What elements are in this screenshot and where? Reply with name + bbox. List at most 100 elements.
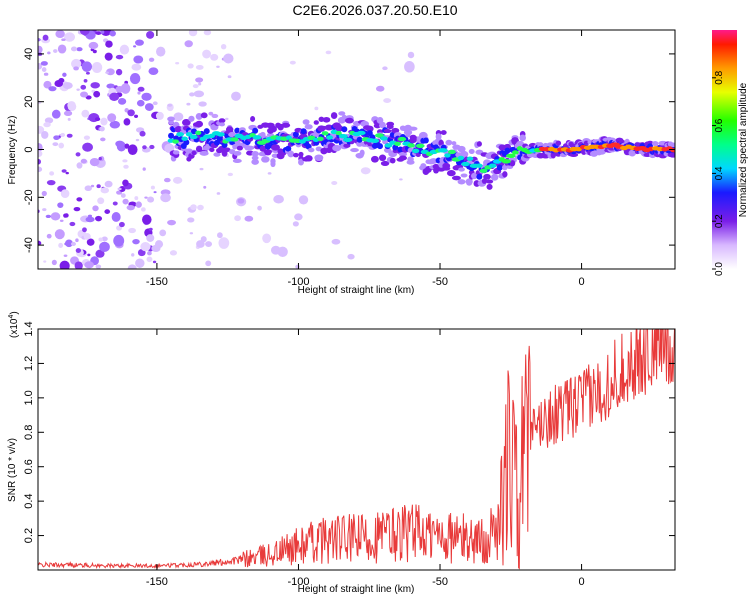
heatmap-cell <box>383 129 392 134</box>
heatmap-cell <box>502 171 508 178</box>
heatmap-ridge-cell <box>457 155 465 161</box>
heatmap-cell <box>244 215 254 222</box>
heatmap-cell <box>313 120 319 125</box>
heatmap-cell <box>126 204 135 211</box>
spectrogram-x-ticks: -150 -100 -50 0 <box>146 30 585 288</box>
heatmap-cell <box>168 120 174 125</box>
heatmap-cell <box>64 213 69 218</box>
heatmap-cell <box>38 63 43 70</box>
heatmap-cell <box>95 215 103 222</box>
heatmap-cell <box>483 173 491 180</box>
heatmap-ridge-cell <box>370 138 380 144</box>
heatmap-cell <box>131 253 135 257</box>
heatmap-cell <box>347 253 355 260</box>
heatmap-cell <box>370 155 379 163</box>
heatmap-cell <box>211 113 219 119</box>
heatmap-cell <box>350 148 359 153</box>
heatmap-cell <box>109 120 121 129</box>
heatmap-cell <box>257 205 262 211</box>
heatmap-cell <box>111 212 121 222</box>
heatmap-cell <box>191 150 197 156</box>
heatmap-cell <box>63 254 68 257</box>
heatmap-cell <box>92 49 97 54</box>
heatmap-cell <box>485 179 494 184</box>
heatmap-ridge-cell <box>252 135 262 140</box>
heatmap-cell <box>550 151 556 159</box>
heatmap-cell <box>218 237 230 249</box>
heatmap-cell <box>195 77 204 83</box>
heatmap-cell <box>252 127 259 134</box>
heatmap-cell <box>269 125 277 133</box>
heatmap-cell <box>476 141 482 147</box>
heatmap-cell <box>115 54 124 60</box>
heatmap-cell <box>135 201 142 208</box>
heatmap-cell <box>86 238 95 246</box>
snr-x-label: Height of straight line (km) <box>298 584 415 595</box>
heatmap-cell <box>281 122 291 128</box>
heatmap-cell <box>159 229 167 237</box>
heatmap-cell <box>133 45 137 48</box>
heatmap-cell <box>651 140 659 147</box>
heatmap-cell <box>200 112 208 119</box>
snr-y-tick-label: 1.4 <box>23 321 35 336</box>
chart-title: C2E6.2026.037.20.50.E10 <box>292 2 458 18</box>
heatmap-cell <box>38 37 41 42</box>
heatmap-cell <box>58 78 65 83</box>
heatmap-cell <box>509 160 516 167</box>
heatmap-ridge-cell <box>338 134 348 139</box>
heatmap-ridge-cell <box>505 153 516 159</box>
heatmap-cell <box>41 131 49 139</box>
heatmap-cell <box>490 173 499 181</box>
heatmap-cell <box>146 234 155 242</box>
heatmap-cell <box>302 119 310 125</box>
heatmap-cell <box>134 196 139 201</box>
heatmap-cell <box>146 256 153 263</box>
heatmap-cell <box>186 102 191 106</box>
heatmap-cell <box>198 101 207 107</box>
heatmap-cell <box>481 178 488 184</box>
heatmap-cell <box>42 208 47 212</box>
heatmap-cell <box>99 241 110 252</box>
heatmap-cell <box>38 240 42 246</box>
heatmap-cell <box>304 155 313 162</box>
heatmap-cell <box>91 61 103 74</box>
heatmap-cell <box>75 238 79 243</box>
heatmap-cell <box>83 78 88 83</box>
heatmap-cell <box>132 238 140 245</box>
heatmap-ridge-cell <box>195 130 202 136</box>
heatmap-cell <box>63 110 73 116</box>
heatmap-cell <box>359 149 365 157</box>
heatmap-cell <box>597 148 606 155</box>
heatmap-ridge-cell <box>326 135 334 140</box>
heatmap-cell <box>117 97 127 105</box>
heatmap-cell <box>148 57 155 62</box>
heatmap-cell <box>261 156 270 163</box>
heatmap-cell <box>209 147 215 153</box>
heatmap-cell <box>127 264 137 269</box>
heatmap-cell <box>184 40 193 48</box>
heatmap-cell <box>264 143 271 150</box>
heatmap-cell <box>38 150 43 158</box>
heatmap-cell <box>135 258 145 268</box>
heatmap-ridge-cell <box>172 139 179 144</box>
heatmap-cell <box>195 112 203 120</box>
heatmap-cell <box>236 145 243 151</box>
heatmap-cell <box>148 227 153 231</box>
heatmap-cell <box>53 49 58 53</box>
heatmap-cell <box>293 152 299 158</box>
heatmap-cell <box>172 176 183 184</box>
spectrogram-y-tick-label: -20 <box>23 189 35 205</box>
heatmap-cell <box>136 99 145 107</box>
heatmap-cell <box>50 212 61 221</box>
heatmap-cell <box>144 196 148 199</box>
heatmap-cell <box>43 260 47 263</box>
heatmap-cell <box>314 154 324 162</box>
heatmap-cell <box>71 58 82 69</box>
heatmap-cell <box>47 51 51 55</box>
spectrogram-y-tick-label: -40 <box>23 237 35 253</box>
heatmap-cell <box>273 195 284 204</box>
heatmap-cell <box>105 71 109 74</box>
heatmap-cell <box>44 117 54 124</box>
snr-x-tick-label: -100 <box>287 576 309 588</box>
heatmap-cell <box>199 150 209 156</box>
